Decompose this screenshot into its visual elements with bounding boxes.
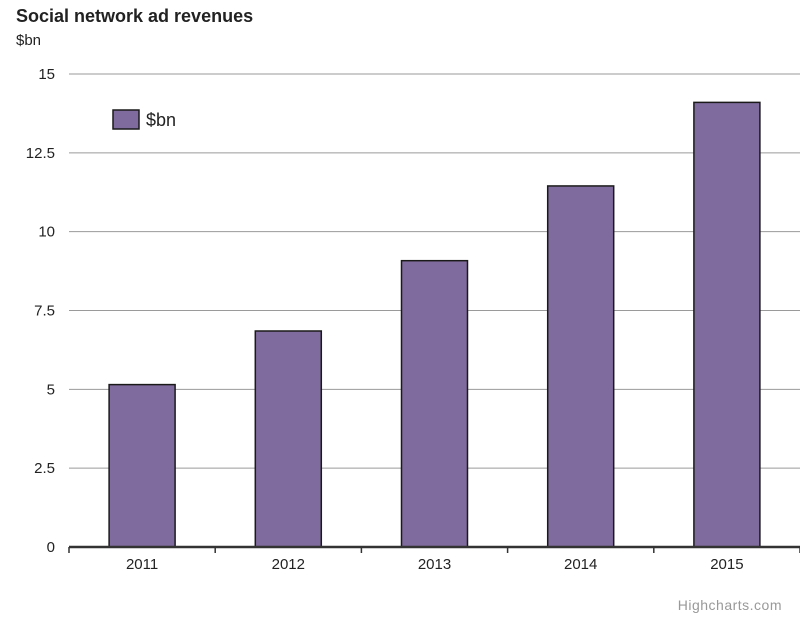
y-tick-label: 10 [38, 224, 55, 241]
bar-2012[interactable] [254, 330, 323, 548]
bar-2015[interactable] [693, 101, 761, 548]
x-tick-label: 2013 [418, 556, 451, 573]
bar-2011[interactable] [108, 383, 176, 548]
bar-2013[interactable] [400, 259, 469, 548]
x-tick-label: 2012 [272, 556, 305, 573]
x-axis: 2011 2012 2013 2014 2015 [68, 545, 800, 573]
credits-link[interactable]: Highcharts.com [677, 597, 782, 613]
legend-swatch[interactable] [112, 109, 140, 130]
y-tick-label: 12.5 [26, 145, 55, 162]
chart-title: Social network ad revenues [16, 6, 254, 26]
legend[interactable]: $bn [112, 109, 176, 130]
bars [108, 101, 761, 548]
x-tick-label: 2014 [564, 556, 597, 573]
legend-label[interactable]: $bn [146, 110, 176, 130]
y-tick-label: 5 [47, 381, 55, 398]
x-tick-label: 2015 [710, 556, 743, 573]
chart-subtitle: $bn [16, 32, 42, 49]
y-tick-label: 15 [38, 66, 55, 83]
bar-2014[interactable] [546, 185, 615, 548]
y-tick-label: 7.5 [34, 303, 55, 320]
x-tick-label: 2011 [126, 556, 158, 573]
y-axis: 0 2.5 5 7.5 10 12.5 15 [26, 66, 55, 556]
y-tick-label: 0 [47, 539, 55, 556]
y-tick-label: 2.5 [34, 460, 55, 477]
